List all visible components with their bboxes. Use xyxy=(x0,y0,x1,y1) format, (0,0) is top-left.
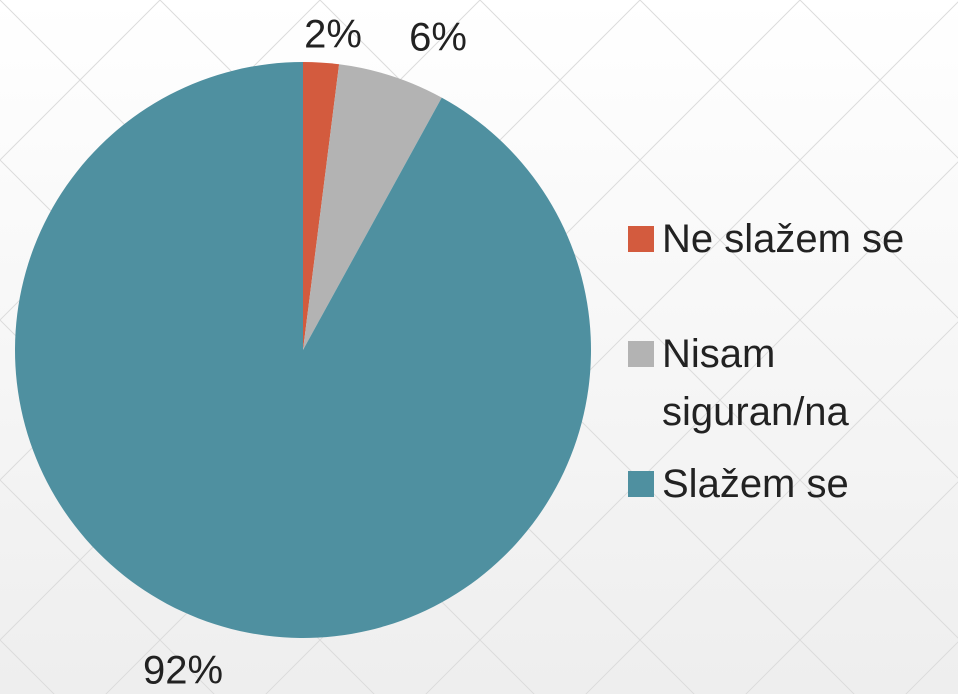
legend-swatch xyxy=(628,226,654,252)
data-label: 2% xyxy=(304,13,362,57)
legend-label: Slažem se xyxy=(662,462,849,506)
legend-item: Ne slažem se xyxy=(628,210,948,268)
legend-label: Ne slažem se xyxy=(662,217,905,261)
legend-swatch xyxy=(628,471,654,497)
data-label: 6% xyxy=(409,16,467,60)
legend-item: Nisam siguran/na xyxy=(628,325,948,441)
data-label: 92% xyxy=(143,649,223,693)
pie-slice xyxy=(14,62,591,638)
pie-slice xyxy=(303,62,340,350)
legend-item: Slažem se xyxy=(628,455,948,513)
legend-swatch xyxy=(628,341,654,367)
legend-label: Nisam siguran/na xyxy=(662,332,849,434)
pie-slice xyxy=(303,64,442,350)
